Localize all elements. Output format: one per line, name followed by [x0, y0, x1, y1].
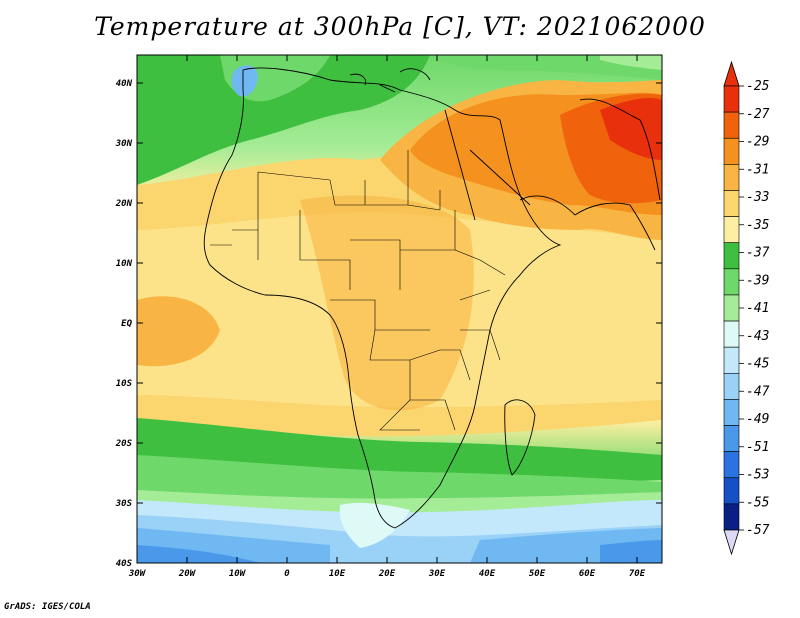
lat-tick-label: 10S [116, 379, 133, 389]
colorbar-label: -55 [746, 495, 770, 510]
lon-tick-label: 30E [428, 569, 446, 579]
colorbar: -25 -27 -29 -31 -33 -35 -37 -39 -41 -43 -45 -47 -49 -… [723, 60, 770, 556]
map-title: Temperature at 300hPa [C], VT: 202106200… [94, 12, 706, 41]
colorbar-swatch [723, 164, 740, 191]
colorbar-label: -37 [746, 246, 770, 261]
lon-tick-label: 20W [178, 569, 197, 579]
lat-tick-label: 40N [116, 79, 133, 89]
lat-tick-label: 10N [116, 259, 133, 269]
colorbar-swatch [723, 372, 740, 400]
colorbar-label: -25 [746, 79, 770, 94]
colorbar-label: -49 [746, 412, 769, 427]
colorbar-swatch [723, 268, 740, 296]
colorbar-label: -27 [746, 107, 770, 122]
colorbar-swatch [723, 111, 740, 139]
colorbar-swatch [723, 451, 740, 479]
colorbar-swatch [723, 294, 740, 322]
lon-tick-label: 0 [284, 569, 290, 579]
colorbar-label: -41 [746, 301, 769, 316]
colorbar-swatch [723, 399, 740, 426]
colorbar-swatch [723, 137, 740, 165]
lon-tick-label: 30W [128, 569, 147, 579]
lon-tick-label: 10E [329, 569, 346, 579]
lat-tick-label: 40S [116, 559, 133, 569]
country-borders [210, 150, 506, 431]
lon-tick-label: 50E [529, 569, 546, 579]
colorbar-label: -35 [746, 218, 770, 233]
lon-tick-label: 40E [479, 569, 496, 579]
colorbar-swatch [723, 477, 740, 505]
lon-tick-label: 10W [229, 569, 247, 579]
longitude-axis: 30W 20W 10W 0 10E 20E 30E 40E 50E 60E 70E [128, 55, 646, 579]
lon-tick-label: 70E [629, 569, 646, 579]
lon-tick-label: 20E [378, 569, 396, 579]
colorbar-label: -29 [746, 135, 769, 150]
colorbar-label: -47 [746, 384, 770, 399]
lat-tick-label: 20N [115, 199, 133, 209]
colorbar-label: -31 [746, 162, 769, 177]
colorbar-swatch [723, 320, 740, 348]
lon-tick-label: 60E [579, 569, 596, 579]
colorbar-swatch [723, 503, 740, 531]
colorbar-label: -43 [746, 329, 769, 344]
lat-tick-label: 30N [115, 139, 133, 149]
credit-text: GrADS: IGES/COLA [4, 602, 91, 612]
colorbar-label: -51 [746, 440, 769, 455]
lat-tick-label: 20S [115, 439, 133, 449]
latitude-axis: 40N 30N 20N 10N EQ 10S 20S 30S 40S [115, 79, 662, 569]
map-frame [136, 54, 663, 564]
colorbar-swatch [723, 190, 740, 217]
lat-tick-label: 30S [115, 499, 133, 509]
colorbar-swatch [723, 85, 740, 113]
colorbar-top-arrow [723, 60, 740, 87]
colorbar-swatch [723, 242, 740, 270]
colorbar-label: -57 [746, 523, 770, 538]
colorbar-bottom-arrow [723, 529, 740, 556]
temperature-field [137, 55, 662, 563]
colorbar-label: -39 [746, 273, 769, 288]
colorbar-swatch [723, 216, 740, 244]
colorbar-label: -53 [746, 468, 769, 483]
colorbar-swatch [723, 346, 740, 374]
colorbar-label: -33 [746, 190, 769, 205]
colorbar-label: -45 [746, 357, 770, 372]
coastlines [203, 67, 661, 529]
colorbar-swatch [723, 425, 740, 452]
lat-tick-label: EQ [121, 319, 132, 329]
